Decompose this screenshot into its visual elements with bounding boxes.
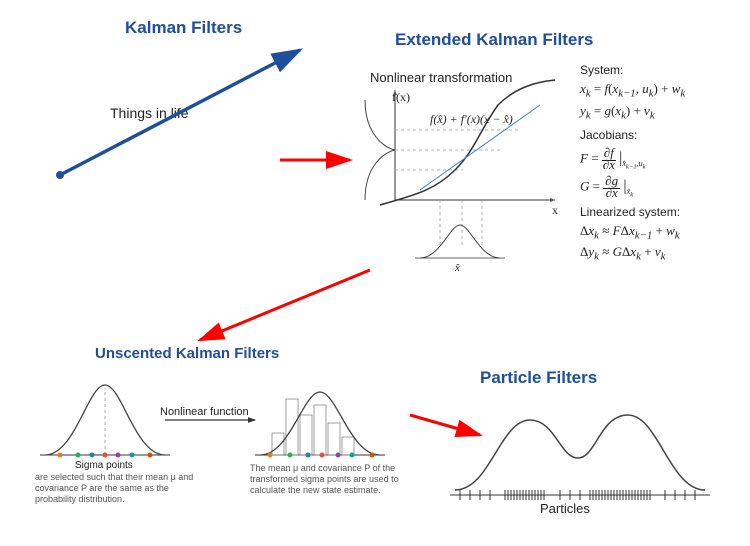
x-axis-label: x <box>552 203 558 218</box>
eq-jac-1: F = ∂f∂x |x̂k−1,uk <box>580 147 745 172</box>
linearized-header: Linearized system: <box>580 204 745 221</box>
eq-system-2: yk = g(xk) + vk <box>580 102 745 124</box>
things-in-life-label: Things in life <box>110 105 189 121</box>
particles-label: Particles <box>540 501 590 516</box>
eq-lin-2: Δyk ≈ GΔxk + vk <box>580 243 745 265</box>
eq-lin-1: Δxk ≈ FΔxk−1 + wk <box>580 222 745 244</box>
sigma-points-title: Sigma points <box>75 460 133 471</box>
eq-system-1: xk = f(xk−1, uk) + wk <box>580 80 745 102</box>
ekf-equations: System: xk = f(xk−1, uk) + wk yk = g(xk)… <box>580 58 745 265</box>
sigma-points-desc: are selected such that their mean μ and … <box>35 472 195 504</box>
pf-heading: Particle Filters <box>480 368 597 388</box>
ekf-heading: Extended Kalman Filters <box>395 30 593 50</box>
system-header: System: <box>580 62 745 79</box>
ukf-heading: Unscented Kalman Filters <box>95 345 279 362</box>
nonlinear-transformation-label: Nonlinear transformation <box>370 70 512 85</box>
kf-heading: Kalman Filters <box>125 18 242 38</box>
xhat-label: x̂ <box>455 262 460 274</box>
eq-jac-2: G = ∂g∂x |x̂k <box>580 175 745 200</box>
fx-axis-label: f(x) <box>392 90 410 105</box>
linearization-formula: f(x̂) + f′(x)(x − x̂) <box>430 112 513 127</box>
nonlinear-function-label: Nonlinear function <box>160 406 249 418</box>
jacobians-header: Jacobians: <box>580 127 745 144</box>
ukf-output-desc: The mean μ and covariance P of the trans… <box>250 463 420 495</box>
